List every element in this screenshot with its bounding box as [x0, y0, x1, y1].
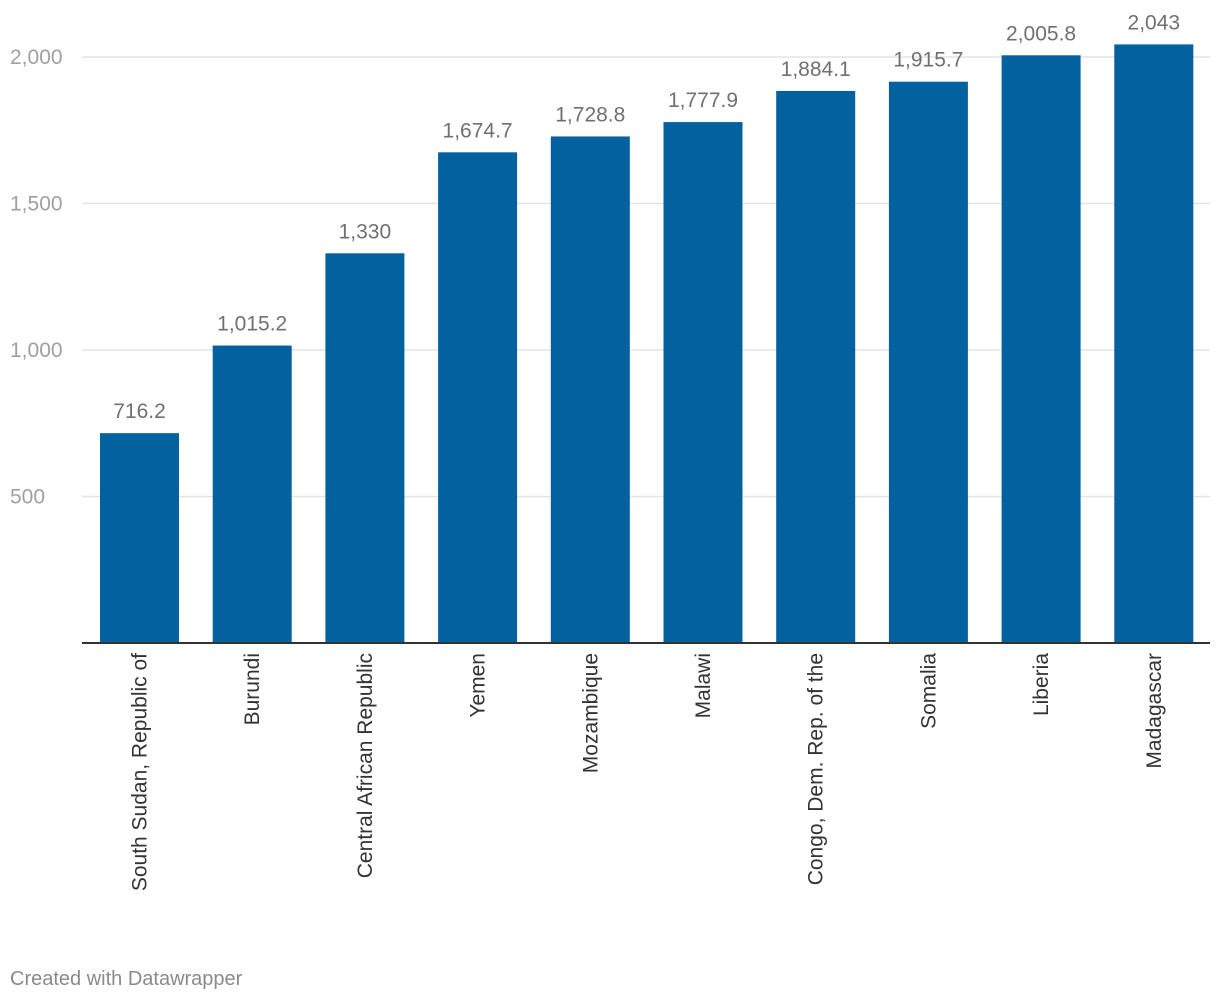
data-label: 1,915.7 [893, 49, 963, 72]
category-labels: South Sudan, Republic of Burundi Central A… [129, 653, 1166, 891]
y-tick-label: 2,000 [10, 46, 63, 69]
data-label: 1,015.2 [217, 313, 287, 336]
data-label: 1,884.1 [781, 58, 851, 81]
x-tick-label: South Sudan, Republic of [129, 653, 152, 891]
x-tick-label: Burundi [241, 653, 264, 725]
bar [663, 122, 743, 643]
bar [1114, 44, 1194, 643]
bar [438, 152, 518, 643]
bar-chart: 500 1,000 1,500 2,000 716.2 1,015.2 1,330 1,67… [10, 11, 1210, 891]
y-tick-label: 1,000 [10, 339, 63, 362]
bar [550, 136, 630, 643]
bars [100, 44, 1194, 644]
data-label: 1,728.8 [555, 103, 625, 126]
y-axis-ticks: 500 1,000 1,500 2,000 [10, 46, 63, 509]
value-labels: 716.2 1,015.2 1,330 1,674.7 1,728.8 1,777.9 1,… [113, 11, 1180, 423]
x-tick-label: Malawi [692, 653, 715, 718]
data-label: 2,043 [1128, 11, 1181, 34]
x-tick-label: Somalia [917, 653, 940, 729]
x-tick-label: Mozambique [579, 653, 602, 773]
bar [325, 253, 405, 643]
data-label: 1,330 [339, 220, 392, 243]
y-tick-label: 1,500 [10, 193, 63, 216]
x-tick-label: Liberia [1030, 653, 1053, 716]
bar [776, 90, 856, 644]
bar [212, 345, 292, 643]
data-label: 716.2 [113, 400, 166, 423]
x-tick-label: Central African Republic [354, 653, 377, 878]
data-label: 1,674.7 [443, 119, 513, 142]
data-label: 2,005.8 [1006, 22, 1076, 45]
x-tick-label: Yemen [467, 653, 490, 718]
bar [1001, 55, 1081, 643]
x-tick-label: Congo, Dem. Rep. of the [805, 653, 828, 885]
credit-text: Created with Datawrapper [10, 968, 243, 990]
data-label: 1,777.9 [668, 89, 738, 112]
y-tick-label: 500 [10, 486, 45, 509]
x-tick-label: Madagascar [1143, 653, 1166, 769]
bar [100, 433, 179, 643]
bar [888, 81, 968, 644]
